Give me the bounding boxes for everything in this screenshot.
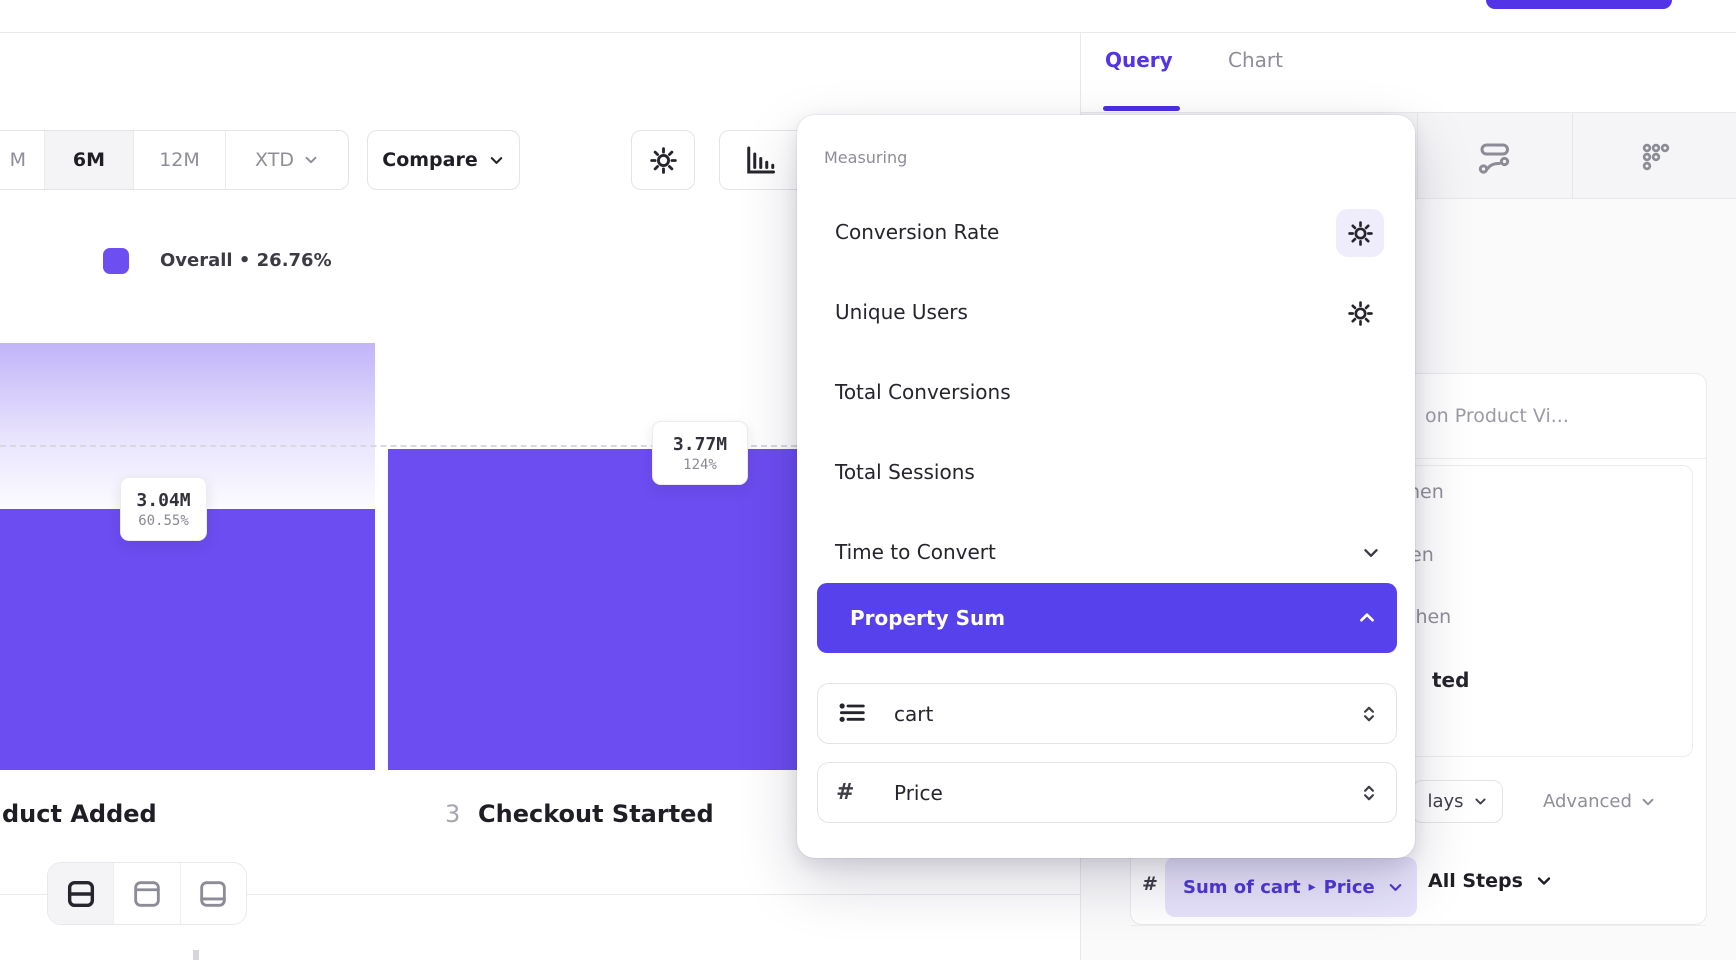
stepper-icon <box>1360 705 1378 723</box>
range-xtd-label: XTD <box>255 149 294 171</box>
price-select-value: Price <box>894 780 943 805</box>
compare-label: Compare <box>382 149 478 171</box>
header-divider <box>0 32 1736 33</box>
menu-item-time-to-convert[interactable]: Time to Convert <box>835 540 996 564</box>
dots-grid-button[interactable] <box>1638 139 1674 175</box>
layout-header-top-button[interactable] <box>113 863 179 924</box>
conversion-checkout-started: 124% <box>683 456 717 473</box>
split-top-icon <box>130 877 164 911</box>
step-name-fragment: ted <box>1432 668 1470 692</box>
chip-right-text: Price <box>1323 876 1375 898</box>
measuring-popover: Measuring Conversion Rate Unique Users T… <box>797 115 1415 858</box>
chevron-down-icon <box>1473 794 1488 809</box>
tab-chart[interactable]: Chart <box>1228 48 1283 72</box>
caret-right-icon: ▸ <box>1308 879 1316 895</box>
toolbar-divider <box>1572 113 1573 198</box>
range-6m-label: 6M <box>72 149 106 171</box>
card-header-fragment: on Product Vi... <box>1425 405 1569 427</box>
days-fragment: lays <box>1427 791 1464 812</box>
layout-footer-bottom-button[interactable] <box>179 863 246 924</box>
value-label-checkout-started: 3.77M 124% <box>652 421 748 485</box>
conversion-product-added: 60.55% <box>138 512 189 529</box>
range-xtd-button[interactable]: XTD <box>225 131 348 189</box>
menu-item-conversion-rate[interactable]: Conversion Rate <box>835 220 1000 244</box>
card-bottom-divider <box>1131 925 1706 926</box>
property-sum-chip[interactable]: Sum of cart ▸ Price <box>1165 857 1417 917</box>
hash-glyph: # <box>836 780 855 805</box>
menu-item-property-sum-selected[interactable]: Property Sum <box>817 583 1397 653</box>
range-m-button[interactable]: M <box>0 131 44 189</box>
legend-label[interactable]: Overall • 26.76% <box>160 250 332 271</box>
step-label-product-added: duct Added <box>2 800 157 828</box>
funnel-bar-product-added[interactable] <box>0 509 375 770</box>
chevron-down-icon <box>303 152 319 168</box>
active-tab-underline <box>1103 106 1180 111</box>
chip-left-text: Sum of cart <box>1183 876 1301 898</box>
property-sum-label: Property Sum <box>850 606 1006 630</box>
step-clause-fragment: hen <box>1408 481 1444 503</box>
bar-chart-icon <box>742 142 778 178</box>
step-clause-fragment: en <box>1410 544 1434 566</box>
primary-action-button-cutoff[interactable] <box>1486 0 1672 9</box>
all-steps-label: All Steps <box>1428 870 1523 892</box>
popover-title: Measuring <box>824 148 908 167</box>
value-label-product-added: 3.04M 60.55% <box>120 477 207 541</box>
step-label-checkout-started: Checkout Started <box>478 800 714 828</box>
gear-icon <box>649 146 677 174</box>
menu-item-unique-users[interactable]: Unique Users <box>835 300 968 324</box>
toolbar-divider <box>1417 113 1418 198</box>
date-range-segmented-control: M 6M 12M XTD <box>0 130 349 190</box>
range-12m-label: 12M <box>159 149 200 171</box>
cart-select-value: cart <box>894 701 934 726</box>
range-6m-button[interactable]: 6M <box>44 131 133 189</box>
flow-steps-button[interactable] <box>1476 139 1512 175</box>
gear-icon <box>1347 220 1373 246</box>
card-header-divider <box>1131 458 1706 459</box>
funnel-baseline <box>0 894 1080 895</box>
funnel-bar-checkout-started[interactable] <box>388 449 801 770</box>
value-product-added: 3.04M <box>136 489 191 511</box>
chevron-down-icon[interactable] <box>1361 543 1381 563</box>
conversion-rate-settings-button[interactable] <box>1336 209 1384 257</box>
tab-query[interactable]: Query <box>1105 48 1173 72</box>
list-icon <box>836 698 894 730</box>
chevron-down-icon <box>1387 879 1404 896</box>
unique-users-settings-button[interactable] <box>1348 301 1373 326</box>
advanced-button[interactable]: Advanced <box>1543 791 1656 812</box>
stepper-icon <box>1360 784 1378 802</box>
chevron-down-icon <box>1640 794 1656 810</box>
chevron-down-icon <box>488 152 505 169</box>
layout-split-horizontal-button[interactable] <box>48 863 114 924</box>
advanced-label: Advanced <box>1543 791 1632 812</box>
hash-symbol: # <box>1142 873 1158 895</box>
bottom-edge-tick <box>193 950 199 960</box>
split-horizontal-icon <box>64 877 98 911</box>
value-checkout-started: 3.77M <box>672 433 728 455</box>
all-steps-button[interactable]: All Steps <box>1428 870 1553 892</box>
hash-icon: # <box>836 780 894 805</box>
range-m-label: M <box>9 149 26 171</box>
chart-settings-button[interactable] <box>631 130 695 190</box>
layout-toggle-group <box>47 862 247 925</box>
comparison-reference-line <box>0 445 797 447</box>
property-select-cart[interactable]: cart <box>817 683 1397 744</box>
chevron-up-icon <box>1357 608 1377 628</box>
step-clause-fragment: then <box>1408 606 1452 628</box>
menu-item-total-conversions[interactable]: Total Conversions <box>835 380 1011 404</box>
split-bottom-icon <box>196 877 230 911</box>
range-12m-button[interactable]: 12M <box>133 131 225 189</box>
menu-item-total-sessions[interactable]: Total Sessions <box>835 460 975 484</box>
compare-button[interactable]: Compare <box>367 130 520 190</box>
legend-swatch-overall[interactable] <box>103 248 129 274</box>
property-select-price[interactable]: # Price <box>817 762 1397 823</box>
step-number-3: 3 <box>445 800 461 828</box>
chevron-down-icon <box>1535 872 1553 890</box>
conversion-window-button[interactable]: lays <box>1412 780 1503 823</box>
